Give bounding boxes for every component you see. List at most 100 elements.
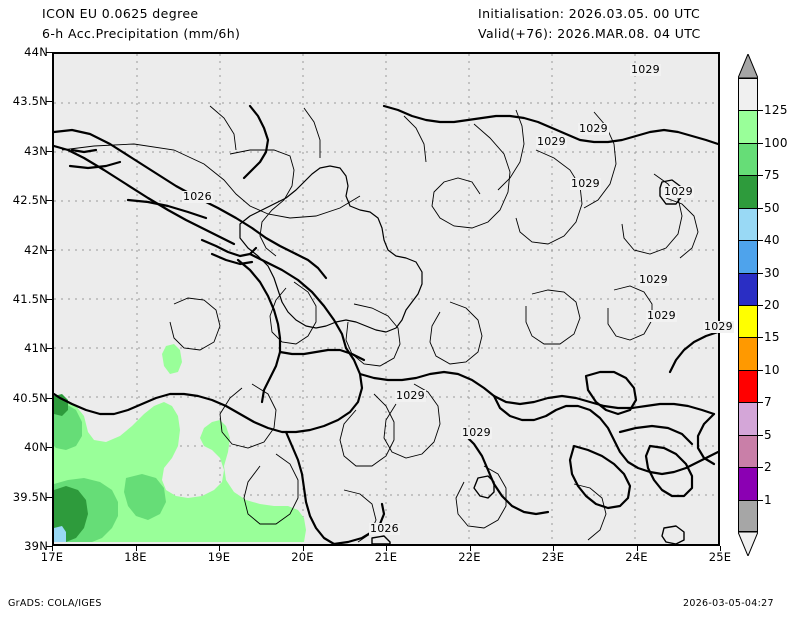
x-axis-tick-label: 19E xyxy=(207,550,231,564)
colorbar-top-arrow xyxy=(738,54,758,78)
x-axis-tick-mark xyxy=(469,546,471,551)
isobar-label: 1029 xyxy=(663,185,694,198)
x-axis-tick-label: 25E xyxy=(708,550,732,564)
x-axis-tick-mark xyxy=(302,546,304,551)
colorbar-band[interactable] xyxy=(738,78,758,111)
colorbar-tick-label: 75 xyxy=(764,168,780,183)
y-axis-tick-mark xyxy=(46,496,52,498)
colorbar-band[interactable] xyxy=(738,272,758,305)
precip-band-7-10 xyxy=(54,526,66,542)
y-axis-tick-mark xyxy=(46,249,52,251)
precipitation-shading xyxy=(54,344,306,542)
y-axis-tick-mark xyxy=(46,397,52,399)
colorbar-band[interactable] xyxy=(738,499,758,532)
colorbar-bottom-arrow xyxy=(738,532,758,556)
model-title: ICON EU 0.0625 degree xyxy=(42,6,199,21)
colorbar-tick-label: 100 xyxy=(764,135,788,150)
isobar-label: 1029 xyxy=(703,320,734,333)
colorbar-band[interactable] xyxy=(738,142,758,176)
y-axis-tick-label: 43.5N xyxy=(12,94,48,109)
isobar-label: 1029 xyxy=(638,273,669,286)
y-axis-tick-mark xyxy=(46,52,52,53)
x-axis-tick-label: 23E xyxy=(541,550,565,564)
map-canvas xyxy=(54,54,718,544)
colorbar-tick-label: 15 xyxy=(764,330,780,345)
colorbar-tick-mark xyxy=(757,272,763,274)
precip-band-1-2b xyxy=(162,344,182,374)
colorbar[interactable] xyxy=(738,54,758,556)
colorbar-band[interactable] xyxy=(738,175,758,208)
y-axis-tick-label: 41N xyxy=(24,341,48,356)
y-axis-tick-label: 42.5N xyxy=(12,193,48,208)
y-axis-tick-label: 39.5N xyxy=(12,489,48,504)
y-axis-tick-mark xyxy=(46,546,52,547)
colorbar-tick-mark xyxy=(757,240,763,242)
isobar-contours xyxy=(61,105,699,543)
x-axis-tick-mark xyxy=(135,546,137,551)
colorbar-band[interactable] xyxy=(738,337,758,370)
colorbar-tick-label: 30 xyxy=(764,265,780,280)
isobar-label: 1029 xyxy=(578,122,609,135)
colorbar-tick-mark xyxy=(757,337,763,339)
isobar-label: 1029 xyxy=(461,426,492,439)
y-axis-tick-mark xyxy=(46,150,52,152)
colorbar-tick-label: 50 xyxy=(764,200,780,215)
colorbar-band[interactable] xyxy=(738,305,758,338)
gridlines xyxy=(54,54,718,544)
x-axis-tick-mark xyxy=(219,546,220,551)
colorbar-band[interactable] xyxy=(738,434,758,468)
colorbar-band[interactable] xyxy=(738,207,758,241)
y-axis-tick-mark xyxy=(46,200,52,202)
y-axis-tick-label: 41.5N xyxy=(12,292,48,306)
field-title: 6-h Acc.Precipitation (mm/6h) xyxy=(42,26,241,41)
x-axis-tick-label: 22E xyxy=(458,550,481,564)
y-axis-tick-label: 44N xyxy=(24,45,48,59)
y-axis-tick-label: 42N xyxy=(24,242,48,257)
colorbar-tick-label: 20 xyxy=(764,298,780,312)
colorbar-tick-label: 5 xyxy=(764,427,772,442)
colorbar-band[interactable] xyxy=(738,110,758,143)
colorbar-band[interactable] xyxy=(738,467,758,500)
colorbar-tick-mark xyxy=(757,402,763,404)
isobar-label: 1029 xyxy=(570,177,601,190)
x-axis-tick-label: 17E xyxy=(40,550,64,564)
render-timestamp: 2026-03-05-04:27 xyxy=(683,598,774,609)
colorbar-tick-label: 10 xyxy=(764,362,780,377)
y-axis-tick-label: 39N xyxy=(24,539,48,553)
colorbar-tick-mark xyxy=(757,207,763,209)
y-axis-tick-mark xyxy=(46,299,52,300)
colorbar-band[interactable] xyxy=(738,369,758,403)
initialisation-time: Initialisation: 2026.03.05. 00 UTC xyxy=(478,6,701,21)
y-axis-tick-mark xyxy=(46,101,52,103)
grads-credit: GrADS: COLA/IGES xyxy=(8,598,102,609)
isobar-label: 1029 xyxy=(630,63,661,76)
colorbar-tick-mark xyxy=(757,305,763,306)
y-axis-tick-label: 40.5N xyxy=(12,390,48,405)
x-axis-tick-mark xyxy=(52,546,53,551)
colorbar-tick-mark xyxy=(757,369,763,371)
colorbar-tick-label: 2 xyxy=(764,460,772,475)
colorbar-tick-mark xyxy=(757,467,763,469)
x-axis-tick-mark xyxy=(386,546,387,551)
x-axis-tick-label: 18E xyxy=(124,550,147,564)
coastlines-and-borders xyxy=(54,104,718,544)
x-axis-tick-label: 20E xyxy=(291,550,314,564)
isobar-label: 1029 xyxy=(536,135,567,148)
y-axis-tick-mark xyxy=(46,348,52,350)
x-axis-tick-mark xyxy=(553,546,554,551)
x-axis-tick-mark xyxy=(720,546,721,551)
precip-band-2-5c xyxy=(124,474,166,520)
isobar-label: 1029 xyxy=(646,309,677,322)
colorbar-tick-mark xyxy=(757,434,763,436)
isobar-label: 1026 xyxy=(369,522,400,535)
colorbar-band[interactable] xyxy=(738,240,758,273)
isobar-label: 1029 xyxy=(395,389,426,402)
colorbar-tick-label: 1 xyxy=(764,492,772,507)
colorbar-tick-mark xyxy=(757,499,763,501)
colorbar-band[interactable] xyxy=(738,402,758,435)
y-axis-tick-label: 43N xyxy=(24,143,48,158)
x-axis-tick-mark xyxy=(636,546,638,551)
map-plot-area xyxy=(52,52,720,546)
x-axis-tick-label: 24E xyxy=(625,550,648,564)
colorbar-tick-mark xyxy=(757,142,763,144)
